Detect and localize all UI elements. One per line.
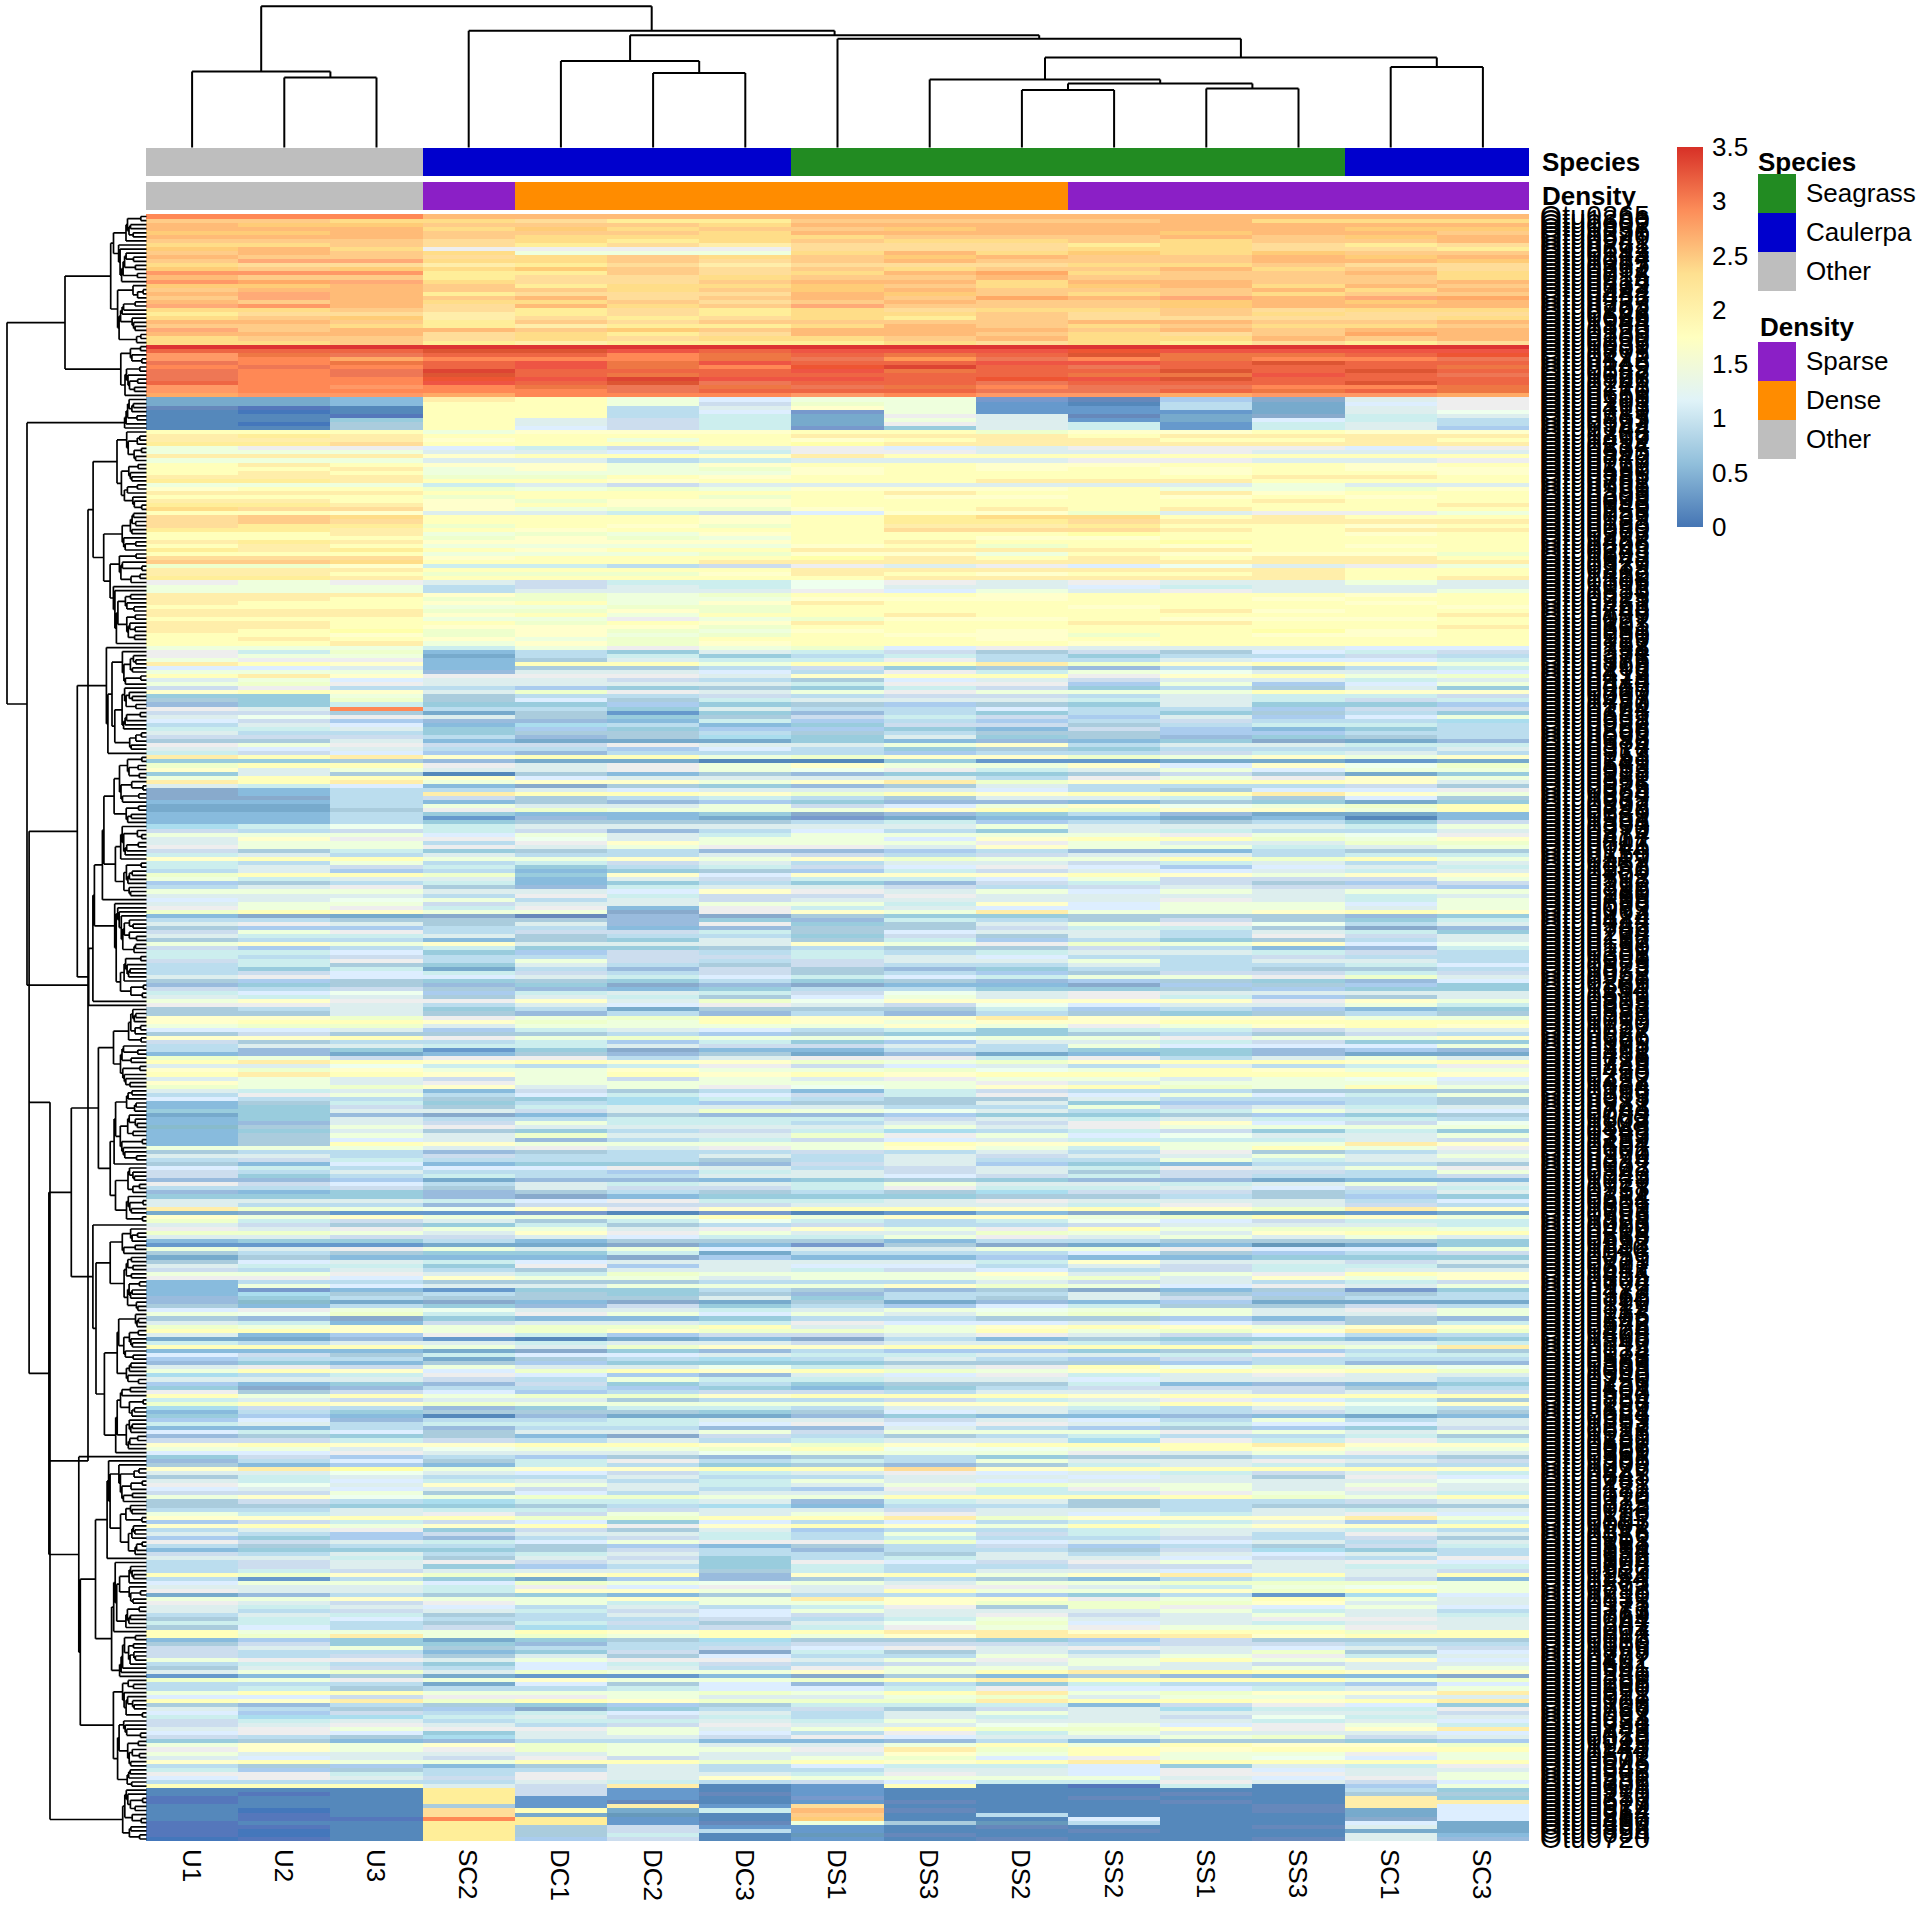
svg-text:Other: Other [1806, 424, 1871, 454]
svg-text:1: 1 [1712, 403, 1726, 433]
svg-text:DC1: DC1 [545, 1849, 575, 1901]
svg-text:Density: Density [1760, 312, 1854, 342]
svg-text:Caulerpa: Caulerpa [1806, 217, 1912, 247]
svg-text:Other: Other [1806, 256, 1871, 286]
svg-text:SS3: SS3 [1283, 1849, 1313, 1898]
svg-text:2: 2 [1712, 295, 1726, 325]
svg-text:Sparse: Sparse [1806, 346, 1888, 376]
svg-text:0.5: 0.5 [1712, 458, 1748, 488]
svg-text:SS1: SS1 [1191, 1849, 1221, 1898]
svg-text:DS1: DS1 [822, 1849, 852, 1900]
svg-text:0: 0 [1712, 512, 1726, 542]
svg-text:Species: Species [1542, 147, 1640, 177]
svg-text:Species: Species [1758, 147, 1856, 177]
svg-text:1.5: 1.5 [1712, 349, 1748, 379]
svg-text:2.5: 2.5 [1712, 241, 1748, 271]
svg-text:U2: U2 [269, 1849, 299, 1882]
svg-text:DC2: DC2 [638, 1849, 668, 1901]
svg-text:SC2: SC2 [453, 1849, 483, 1900]
svg-text:DC3: DC3 [730, 1849, 760, 1901]
svg-text:Seagrass: Seagrass [1806, 178, 1916, 208]
svg-text:Dense: Dense [1806, 385, 1881, 415]
svg-text:3.5: 3.5 [1712, 132, 1748, 162]
svg-text:Otu0720: Otu0720 [1540, 1823, 1650, 1854]
svg-text:SS2: SS2 [1099, 1849, 1129, 1898]
svg-text:SC1: SC1 [1375, 1849, 1405, 1900]
svg-text:3: 3 [1712, 186, 1726, 216]
svg-text:U1: U1 [177, 1849, 207, 1882]
svg-text:SC3: SC3 [1467, 1849, 1497, 1900]
svg-text:U3: U3 [361, 1849, 391, 1882]
svg-text:DS3: DS3 [914, 1849, 944, 1900]
svg-text:DS2: DS2 [1006, 1849, 1036, 1900]
